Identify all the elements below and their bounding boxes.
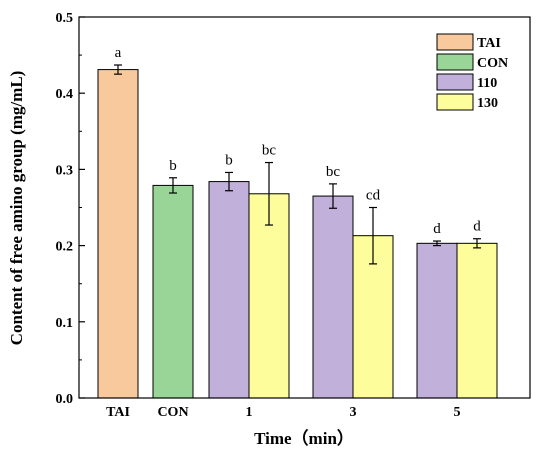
x-tick-label: 1	[246, 405, 253, 420]
bar	[416, 242, 458, 399]
y-tick-label: 0.2	[56, 240, 74, 255]
y-ticks: 0.0 0.1 0.2 0.3 0.4 0.5	[56, 11, 85, 407]
significance-letters-layer: a b b bc bc cd d d	[115, 45, 482, 237]
bar	[248, 193, 290, 399]
x-tick-label: 3	[350, 405, 357, 420]
y-tick-label: 0.4	[56, 87, 74, 102]
legend-label: TAI	[477, 36, 501, 51]
legend-swatch	[436, 73, 474, 91]
bar	[208, 181, 250, 399]
bar	[152, 184, 194, 399]
significance-letter: b	[169, 158, 177, 174]
y-tick-label: 0.5	[56, 11, 74, 26]
legend-swatch	[436, 53, 474, 71]
x-tick-label: TAI	[106, 405, 130, 420]
significance-letter: bc	[262, 143, 277, 159]
y-tick-label: 0.3	[56, 163, 74, 178]
significance-letter: bc	[326, 164, 341, 180]
legend-swatch	[436, 33, 474, 51]
legend-label: 130	[477, 96, 498, 111]
y-tick-label: 0.0	[56, 392, 74, 407]
bar	[312, 195, 354, 399]
legend: TAI CON 110 130	[436, 33, 508, 111]
legend-label: CON	[477, 56, 508, 71]
significance-letter: a	[115, 45, 122, 61]
y-tick-label: 0.1	[56, 316, 74, 331]
legend-swatch	[436, 93, 474, 111]
x-ticks: TAI CON 1 3 5	[106, 405, 460, 420]
significance-letter: d	[433, 221, 441, 237]
bar	[97, 69, 139, 399]
x-axis-title: Time（min）	[254, 428, 354, 448]
significance-letter: cd	[366, 188, 381, 204]
significance-letter: b	[225, 152, 233, 168]
y-axis-title: Content of free amino group (mg/mL)	[7, 71, 26, 346]
x-tick-label: 5	[454, 405, 461, 420]
legend-label: 110	[477, 76, 497, 91]
error-bars-layer	[114, 64, 481, 265]
significance-letter: d	[473, 219, 481, 235]
bar	[456, 242, 498, 399]
x-tick-label: CON	[157, 405, 188, 420]
